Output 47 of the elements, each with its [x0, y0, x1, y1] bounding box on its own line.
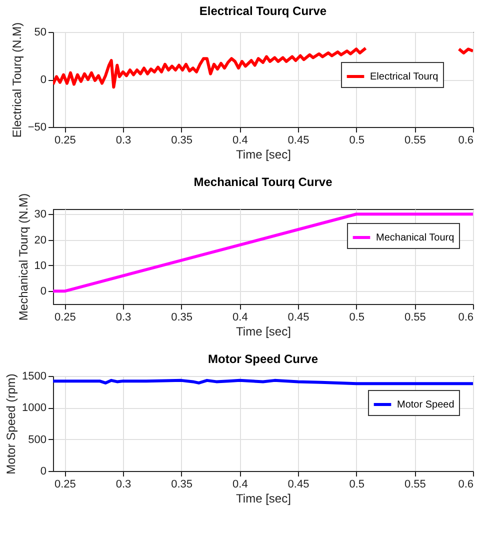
- x-tick-label: 0.35: [171, 312, 193, 324]
- legend-label: Motor Speed: [397, 400, 454, 410]
- y-tick-label: 1500: [22, 370, 46, 382]
- x-tick-label: 0.55: [404, 312, 426, 324]
- x-tick-label: 0.6: [458, 134, 474, 146]
- x-tick-label: 0.55: [404, 134, 426, 146]
- y-tick-label: 50: [34, 26, 46, 38]
- x-tick-label: 0.5: [349, 134, 364, 146]
- x-tick-label: 0.45: [288, 312, 310, 324]
- x-tick-label: 0.6: [458, 478, 474, 490]
- x-tick-label: 0.3: [116, 134, 132, 146]
- x-tick-label: 0.45: [288, 478, 310, 490]
- x-tick-label: 0.25: [54, 312, 76, 324]
- x-tick-label: 0.35: [171, 478, 193, 490]
- y-tick-label: 500: [28, 434, 46, 446]
- x-tick-label: 0.25: [54, 478, 76, 490]
- x-tick-label: 0.45: [288, 134, 310, 146]
- chart-title: Electrical Tourq Curve: [199, 4, 327, 18]
- x-tick-label: 0.5: [349, 312, 364, 324]
- x-axis-title: Time [sec]: [236, 148, 291, 162]
- x-tick-label: 0.4: [232, 134, 248, 146]
- y-tick-label: 0: [40, 286, 46, 298]
- x-tick-label: 0.3: [116, 312, 132, 324]
- y-tick-label: 30: [34, 208, 46, 221]
- x-tick-label: 0.25: [54, 134, 76, 146]
- legend-label: Mechanical Tourq: [376, 232, 454, 244]
- y-tick-label: 20: [34, 234, 46, 246]
- y-axis-title: Motor Speed (rpm): [4, 374, 18, 474]
- y-tick-label: 1000: [22, 402, 46, 414]
- x-tick-label: 0.6: [458, 312, 474, 324]
- chart-title: Mechanical Tourq Curve: [194, 174, 333, 189]
- y-axis-title: Electrical Tourq (N.M): [10, 22, 24, 138]
- y-tick-label: −50: [28, 122, 46, 134]
- x-axis-title: Time [sec]: [236, 324, 291, 338]
- y-axis-title: Mechanical Tourq (N.M): [16, 193, 30, 321]
- x-tick-label: 0.55: [404, 478, 426, 490]
- y-tick-label: 0: [40, 74, 46, 86]
- y-tick-label: 0: [40, 466, 46, 478]
- x-tick-label: 0.4: [232, 312, 248, 324]
- legend-label: Electrical Tourq: [370, 72, 438, 82]
- x-axis-title: Time [sec]: [236, 492, 291, 506]
- x-tick-label: 0.4: [232, 478, 248, 490]
- x-tick-label: 0.35: [171, 134, 193, 146]
- x-tick-label: 0.5: [349, 478, 364, 490]
- y-tick-label: 10: [34, 260, 46, 272]
- chart-title: Motor Speed Curve: [208, 352, 318, 366]
- x-tick-label: 0.3: [116, 478, 132, 490]
